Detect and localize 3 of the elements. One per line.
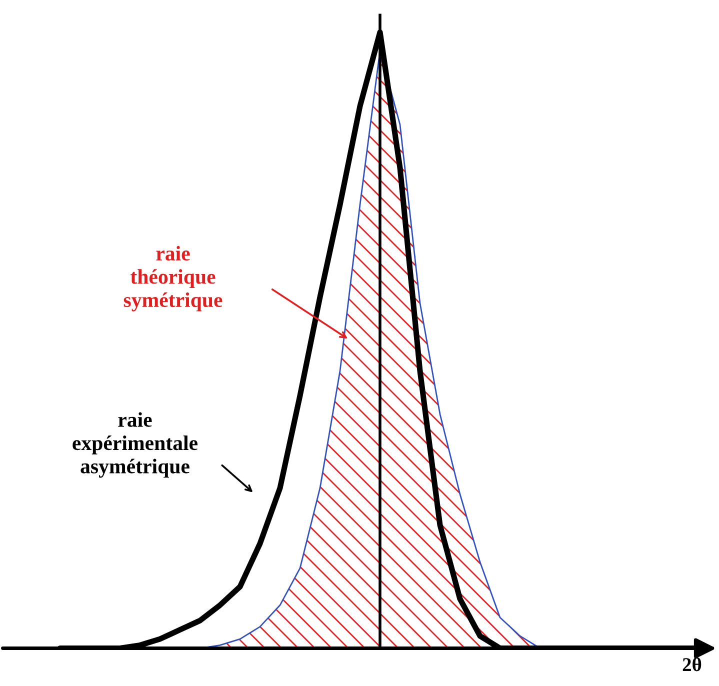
x-axis-title: 2θ: [682, 657, 702, 672]
annotation: raie théorique symétrique: [124, 246, 222, 312]
annotation: raie expérimentale asymétrique: [72, 412, 198, 478]
